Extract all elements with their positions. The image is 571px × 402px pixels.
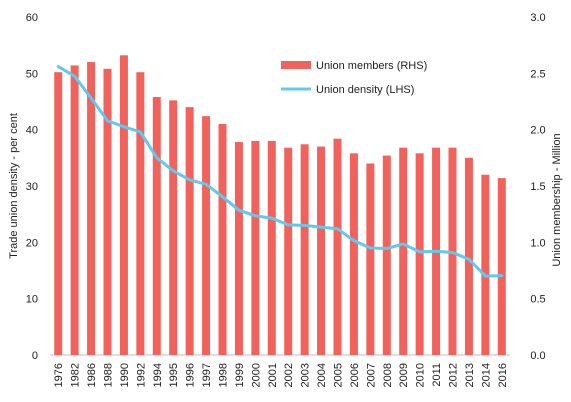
right-tick-label: 1.5 [530, 181, 545, 193]
x-tick-label: 1992 [135, 363, 147, 387]
x-tick-label: 2006 [349, 363, 361, 387]
x-tick-label: 1997 [201, 363, 213, 387]
x-tick-label: 1996 [185, 363, 197, 387]
left-tick-label: 50 [26, 68, 38, 80]
bar-union-members-2007 [366, 163, 375, 355]
bar-union-members-2000 [251, 140, 260, 355]
left-tick-label: 10 [26, 294, 38, 306]
left-axis-label: Trade union density - per cent [8, 113, 20, 259]
x-tick-label: 2000 [250, 363, 262, 387]
right-tick-label: 0.0 [530, 350, 545, 362]
left-tick-label: 20 [26, 237, 38, 249]
x-tick-label: 2016 [497, 363, 509, 387]
left-tick-label: 0 [32, 350, 38, 362]
x-tick-label: 2003 [300, 363, 312, 387]
left-tick-label: 60 [26, 12, 38, 24]
x-tick-label: 2012 [448, 363, 460, 387]
x-tick-label: 2014 [480, 363, 492, 387]
x-tick-label: 2002 [283, 363, 295, 387]
x-tick-label: 2005 [333, 363, 345, 387]
bar-union-members-1996 [185, 107, 194, 355]
x-axis-ticks: 1976 1982 1986 1988 1990 1992 1994 1995 1996 1997… [53, 363, 509, 387]
bar-union-members-2014 [481, 174, 490, 355]
bar-union-members-1998 [218, 124, 227, 356]
bar-union-members-1995 [169, 100, 178, 355]
bar-union-members-2004 [317, 146, 326, 355]
x-tick-label: 1999 [234, 363, 246, 387]
x-tick-label: 1995 [168, 363, 180, 387]
x-tick-label: 2007 [365, 363, 377, 387]
x-tick-label: 2013 [464, 363, 476, 387]
bar-union-members-2016 [497, 178, 506, 355]
x-tick-label: 1990 [119, 363, 131, 387]
right-axis-ticks: 0.0 0.5 1.0 1.5 2.0 2.5 3.0 [530, 12, 545, 362]
right-tick-label: 2.0 [530, 125, 545, 137]
left-tick-label: 40 [26, 125, 38, 137]
bar-series [54, 55, 506, 356]
bar-union-members-2010 [415, 153, 424, 355]
bar-union-members-1999 [234, 142, 243, 355]
right-tick-label: 1.0 [530, 237, 545, 249]
left-tick-label: 30 [26, 181, 38, 193]
legend: Union members (RHS) Union density (LHS) [281, 60, 427, 96]
x-tick-label: 2008 [382, 363, 394, 387]
union-density-line [56, 65, 504, 278]
right-tick-label: 0.5 [530, 294, 545, 306]
bar-union-members-2009 [399, 147, 408, 355]
legend-label-union-members: Union members (RHS) [316, 60, 427, 72]
x-tick-label: 2004 [316, 363, 328, 387]
x-tick-label: 1976 [53, 363, 65, 387]
bar-union-members-2008 [382, 155, 391, 355]
left-axis-ticks: 0 10 20 30 40 50 60 [26, 12, 38, 362]
bar-union-members-2001 [267, 140, 276, 355]
bar-union-members-1997 [202, 116, 211, 355]
bar-union-members-1994 [152, 96, 161, 355]
bar-union-members-1976 [54, 72, 63, 355]
bar-union-members-2006 [349, 153, 358, 355]
right-tick-label: 2.5 [530, 68, 545, 80]
bar-union-members-1986 [87, 62, 96, 356]
bar-union-members-1992 [136, 72, 145, 355]
x-tick-label: 1994 [152, 363, 164, 387]
x-tick-label: 1998 [218, 363, 230, 387]
x-tick-label: 1988 [103, 363, 115, 387]
legend-swatch-union-members [281, 61, 311, 69]
x-tick-label: 2011 [431, 363, 443, 387]
bar-union-members-1990 [119, 55, 128, 355]
bar-union-members-1988 [103, 68, 112, 356]
bar-union-members-2002 [284, 147, 293, 355]
bar-union-members-2005 [333, 138, 342, 355]
bar-union-members-2003 [300, 144, 309, 355]
x-tick-label: 1982 [70, 363, 82, 387]
x-tick-label: 2001 [267, 363, 279, 387]
right-tick-label: 3.0 [530, 12, 545, 24]
x-tick-label: 1986 [86, 363, 98, 387]
x-tick-label: 2010 [415, 363, 427, 387]
bar-union-members-2013 [464, 157, 473, 355]
bar-union-members-1982 [70, 65, 79, 356]
x-tick-label: 2009 [398, 363, 410, 387]
right-axis-label: Union membership - Million [551, 133, 563, 266]
legend-label-union-density: Union density (LHS) [316, 84, 414, 96]
